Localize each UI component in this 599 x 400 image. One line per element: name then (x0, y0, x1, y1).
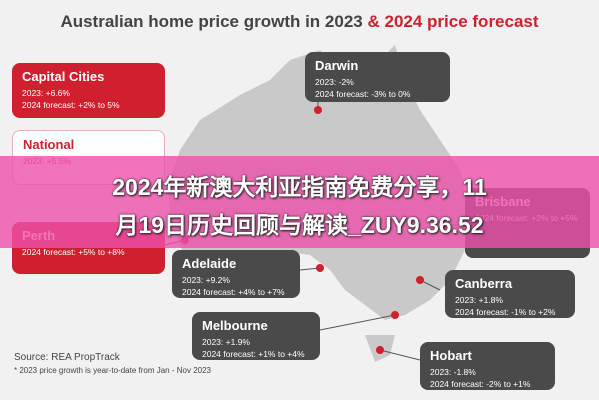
region-line2: 2024 forecast: +1% to +4% (202, 349, 305, 359)
region-line2: 2024 forecast: -1% to +2% (455, 307, 556, 317)
region-box: Darwin 2023: -2% 2024 forecast: -3% to 0% (305, 52, 450, 102)
banner-line: 月19日历史回顾与解读_ZUY9.36.52 (115, 212, 484, 238)
source-note: * 2023 price growth is year-to-date from… (14, 366, 211, 375)
region-line2: 2024 forecast: +4% to +7% (182, 287, 285, 297)
region-name: National (23, 137, 75, 152)
region-name: Adelaide (182, 256, 237, 271)
region-name: Capital Cities (22, 69, 105, 84)
region-name: Hobart (430, 348, 472, 363)
title-main: Australian home price growth in 2023 (60, 12, 363, 31)
region-box: Adelaide 2023: +9.2% 2024 forecast: +4% to… (172, 250, 300, 298)
region-box: Melbourne 2023: +1.9% 2024 forecast: +1% t… (192, 312, 320, 360)
title-accent: 2024 price forecast (384, 12, 539, 31)
source: Source: REA PropTrack (14, 352, 120, 363)
banner: 2024年新澳大利亚指南免费分享，11 月19日历史回顾与解读_ZUY9.36.… (0, 156, 599, 248)
region-line2: 2024 forecast: +2% to 5% (22, 100, 120, 110)
region-line1: 2023: -2% (315, 77, 354, 87)
region-box: Hobart 2023: -1.8% 2024 forecast: -2% to +… (420, 342, 555, 390)
region-line1: 2023: +1.9% (202, 337, 250, 347)
region-line1: 2023: -1.8% (430, 367, 476, 377)
region-line2: 2024 forecast: +5% to +8% (22, 247, 125, 257)
banner-line: 2024年新澳大利亚指南免费分享，11 (112, 174, 487, 200)
region-box: Capital Cities 2023: +6.6% 2024 forecast: … (12, 63, 165, 118)
region-line2: 2024 forecast: -3% to 0% (315, 89, 411, 99)
title: Australian home price growth in 2023 & 2… (0, 12, 599, 32)
region-name: Canberra (455, 276, 513, 291)
region-name: Melbourne (202, 318, 268, 333)
region-line2: 2024 forecast: -2% to +1% (430, 379, 531, 389)
region-line1: 2023: +1.8% (455, 295, 503, 305)
region-line1: 2023: +6.6% (22, 88, 70, 98)
title-amp: & (367, 12, 380, 31)
region-name: Darwin (315, 58, 359, 73)
region-line1: 2023: +9.2% (182, 275, 230, 285)
region-box: Canberra 2023: +1.8% 2024 forecast: -1% to… (445, 270, 575, 318)
